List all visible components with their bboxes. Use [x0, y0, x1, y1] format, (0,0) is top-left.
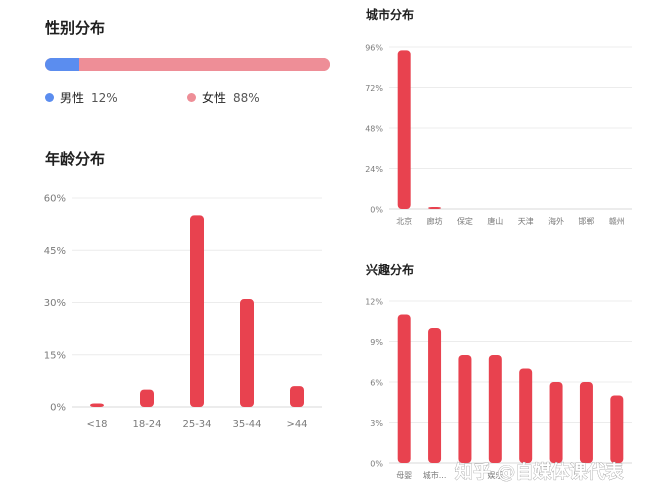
city-x-tick-label: 保定	[457, 216, 473, 226]
interest-y-tick-label: 3%	[370, 419, 383, 428]
city-distribution-title: 城市分布	[366, 8, 415, 22]
city-y-tick-label: 24%	[365, 165, 383, 174]
interest-x-tick-label: 娱乐	[487, 470, 503, 480]
age-y-tick-label: 0%	[50, 403, 66, 414]
interest-bar	[428, 328, 442, 463]
gender-distribution-title: 性别分布	[45, 19, 106, 37]
city-x-tick-label: 海外	[548, 216, 564, 226]
legend-female: 女性 88%	[187, 89, 260, 106]
legend-dot-male	[45, 93, 54, 102]
city-x-tick-label: 唐山	[487, 216, 503, 226]
legend-male: 男性 12%	[45, 89, 118, 106]
interest-y-tick-label: 9%	[370, 338, 383, 347]
city-x-tick-label: 天津	[518, 216, 534, 226]
interest-distribution-title: 兴趣分布	[366, 263, 415, 277]
age-x-tick-label: 35-44	[232, 419, 261, 430]
age-bar	[240, 299, 254, 407]
age-bar	[140, 389, 154, 407]
city-x-tick-label: 邯郸	[578, 216, 594, 226]
gender-ratio-bar	[45, 58, 330, 71]
interest-bar	[519, 368, 533, 463]
city-bar	[428, 207, 442, 209]
legend-value-male: 12%	[91, 90, 118, 105]
city-y-tick-label: 0%	[370, 206, 383, 215]
city-y-tick-label: 96%	[365, 44, 383, 53]
legend-value-female: 88%	[233, 90, 260, 105]
interest-bar	[579, 382, 593, 463]
interest-bar	[397, 314, 411, 463]
age-y-tick-label: 45%	[44, 246, 66, 257]
interest-x-tick-label: 母婴	[396, 471, 412, 480]
city-x-tick-label: 廊坊	[427, 216, 443, 226]
interest-y-tick-label: 12%	[365, 298, 383, 307]
legend-label-female: 女性	[202, 91, 227, 105]
interest-x-tick-label: 城市...	[423, 470, 447, 480]
gender-bar-male-segment	[45, 58, 80, 71]
city-x-tick-label: 赣州	[609, 216, 625, 226]
age-bar	[290, 386, 304, 407]
interest-y-tick-label: 0%	[370, 460, 383, 469]
interest-bar	[488, 355, 502, 463]
age-y-tick-label: 15%	[44, 350, 66, 361]
interest-bar	[549, 382, 563, 463]
age-distribution-title: 年龄分布	[45, 150, 106, 168]
age-x-tick-label: >44	[286, 419, 307, 430]
gender-bar-female-segment	[79, 58, 330, 71]
city-bar	[397, 50, 411, 209]
legend-label-male: 男性	[60, 91, 85, 105]
age-x-tick-label: 18-24	[132, 419, 161, 430]
city-y-tick-label: 72%	[365, 84, 383, 93]
age-bar	[190, 215, 204, 407]
legend-dot-female	[187, 93, 196, 102]
interest-bar	[458, 355, 472, 463]
age-x-tick-label: 25-34	[182, 419, 211, 430]
age-y-tick-label: 30%	[44, 298, 66, 309]
age-bar	[90, 403, 104, 407]
city-x-tick-label: 北京	[396, 216, 412, 226]
interest-bar	[610, 395, 624, 463]
city-y-tick-label: 48%	[365, 125, 383, 134]
age-y-tick-label: 60%	[44, 194, 66, 205]
interest-y-tick-label: 6%	[370, 379, 383, 388]
age-x-tick-label: <18	[86, 419, 107, 430]
